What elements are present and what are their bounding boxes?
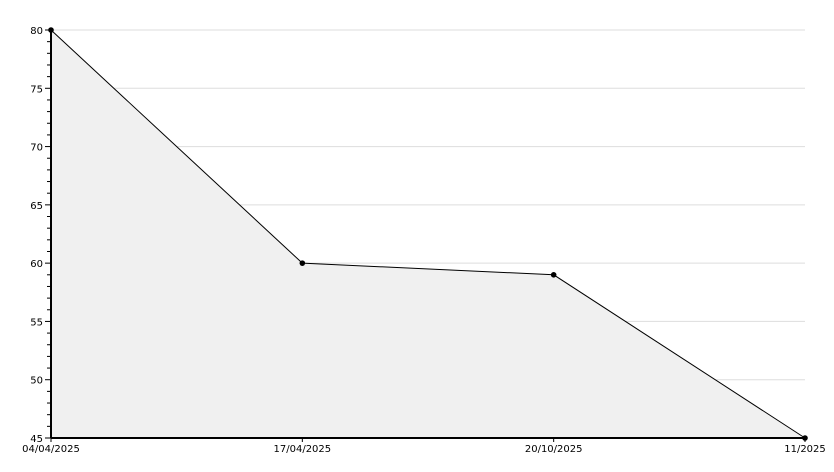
y-tick-label: 70 — [30, 143, 43, 154]
area-fill — [51, 30, 805, 438]
y-tick-label: 45 — [30, 434, 43, 445]
x-tick-label: 20/10/2025 — [525, 444, 583, 455]
y-tick-label: 65 — [30, 201, 43, 212]
y-tick-label: 75 — [30, 84, 43, 95]
y-tick-label: 55 — [30, 317, 43, 328]
series-line — [50, 29, 806, 439]
x-tick-label: 17/04/2025 — [274, 444, 332, 455]
x-tick-label: 04/04/2025 — [22, 444, 80, 455]
data-point — [550, 272, 557, 278]
x-tick-label: 11/2025 — [784, 444, 826, 455]
y-tick-label: 50 — [30, 376, 43, 387]
data-point — [802, 435, 808, 441]
y-tick-label: 80 — [30, 26, 43, 37]
y-tick-label: 60 — [30, 259, 43, 270]
data-point — [299, 260, 306, 266]
data-point — [48, 27, 54, 33]
